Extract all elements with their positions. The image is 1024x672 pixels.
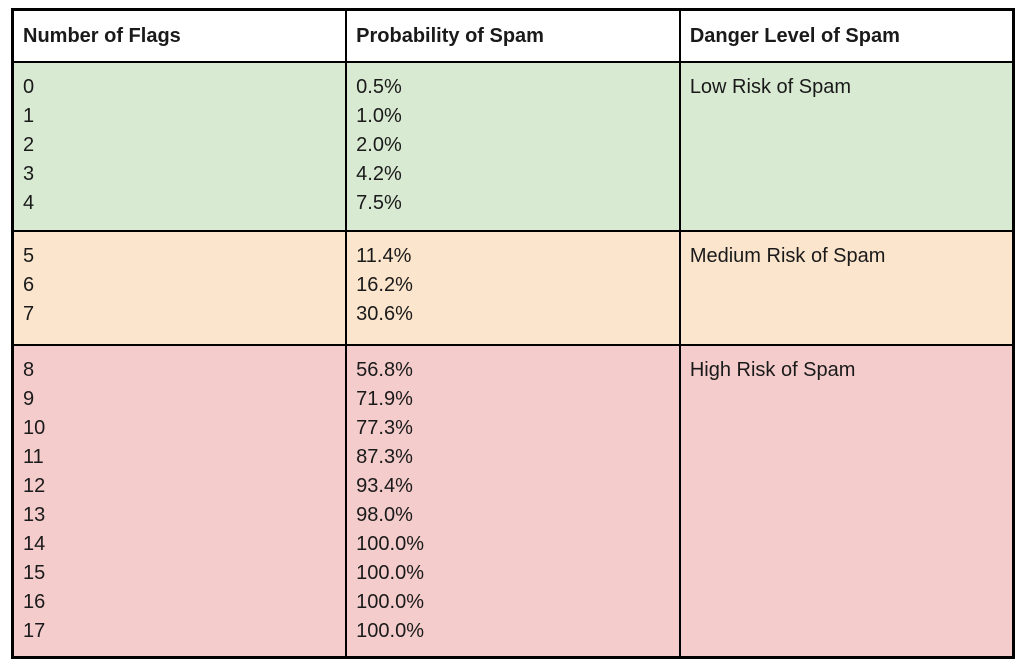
cell-probabilities-low: 0.5% 1.0% 2.0% 4.2% 7.5%	[345, 61, 681, 232]
table-row-high-risk: 8 9 10 11 12 13 14 15 16 17 56.8% 71.9% …	[11, 344, 1015, 659]
spam-risk-table: Number of Flags Probability of Spam Dang…	[11, 8, 1015, 659]
table-row-medium-risk: 5 6 7 11.4% 16.2% 30.6% Medium Risk of S…	[11, 230, 1015, 346]
column-header-number-of-flags: Number of Flags	[11, 8, 348, 63]
cell-flags-high: 8 9 10 11 12 13 14 15 16 17	[11, 344, 348, 659]
cell-flags-low: 0 1 2 3 4	[11, 61, 348, 232]
cell-probabilities-medium: 11.4% 16.2% 30.6%	[345, 230, 681, 346]
cell-risk-label-low: Low Risk of Spam	[678, 61, 1015, 232]
cell-probabilities-high: 56.8% 71.9% 77.3% 87.3% 93.4% 98.0% 100.…	[345, 344, 681, 659]
table-header-row: Number of Flags Probability of Spam Dang…	[11, 8, 1015, 63]
column-header-probability-of-spam: Probability of Spam	[345, 8, 681, 63]
table-row-low-risk: 0 1 2 3 4 0.5% 1.0% 2.0% 4.2% 7.5% Low R…	[11, 61, 1015, 232]
cell-risk-label-high: High Risk of Spam	[678, 344, 1015, 659]
column-header-danger-level-of-spam: Danger Level of Spam	[678, 8, 1015, 63]
document-page: Number of Flags Probability of Spam Dang…	[0, 8, 1024, 672]
cell-risk-label-medium: Medium Risk of Spam	[678, 230, 1015, 346]
cell-flags-medium: 5 6 7	[11, 230, 348, 346]
